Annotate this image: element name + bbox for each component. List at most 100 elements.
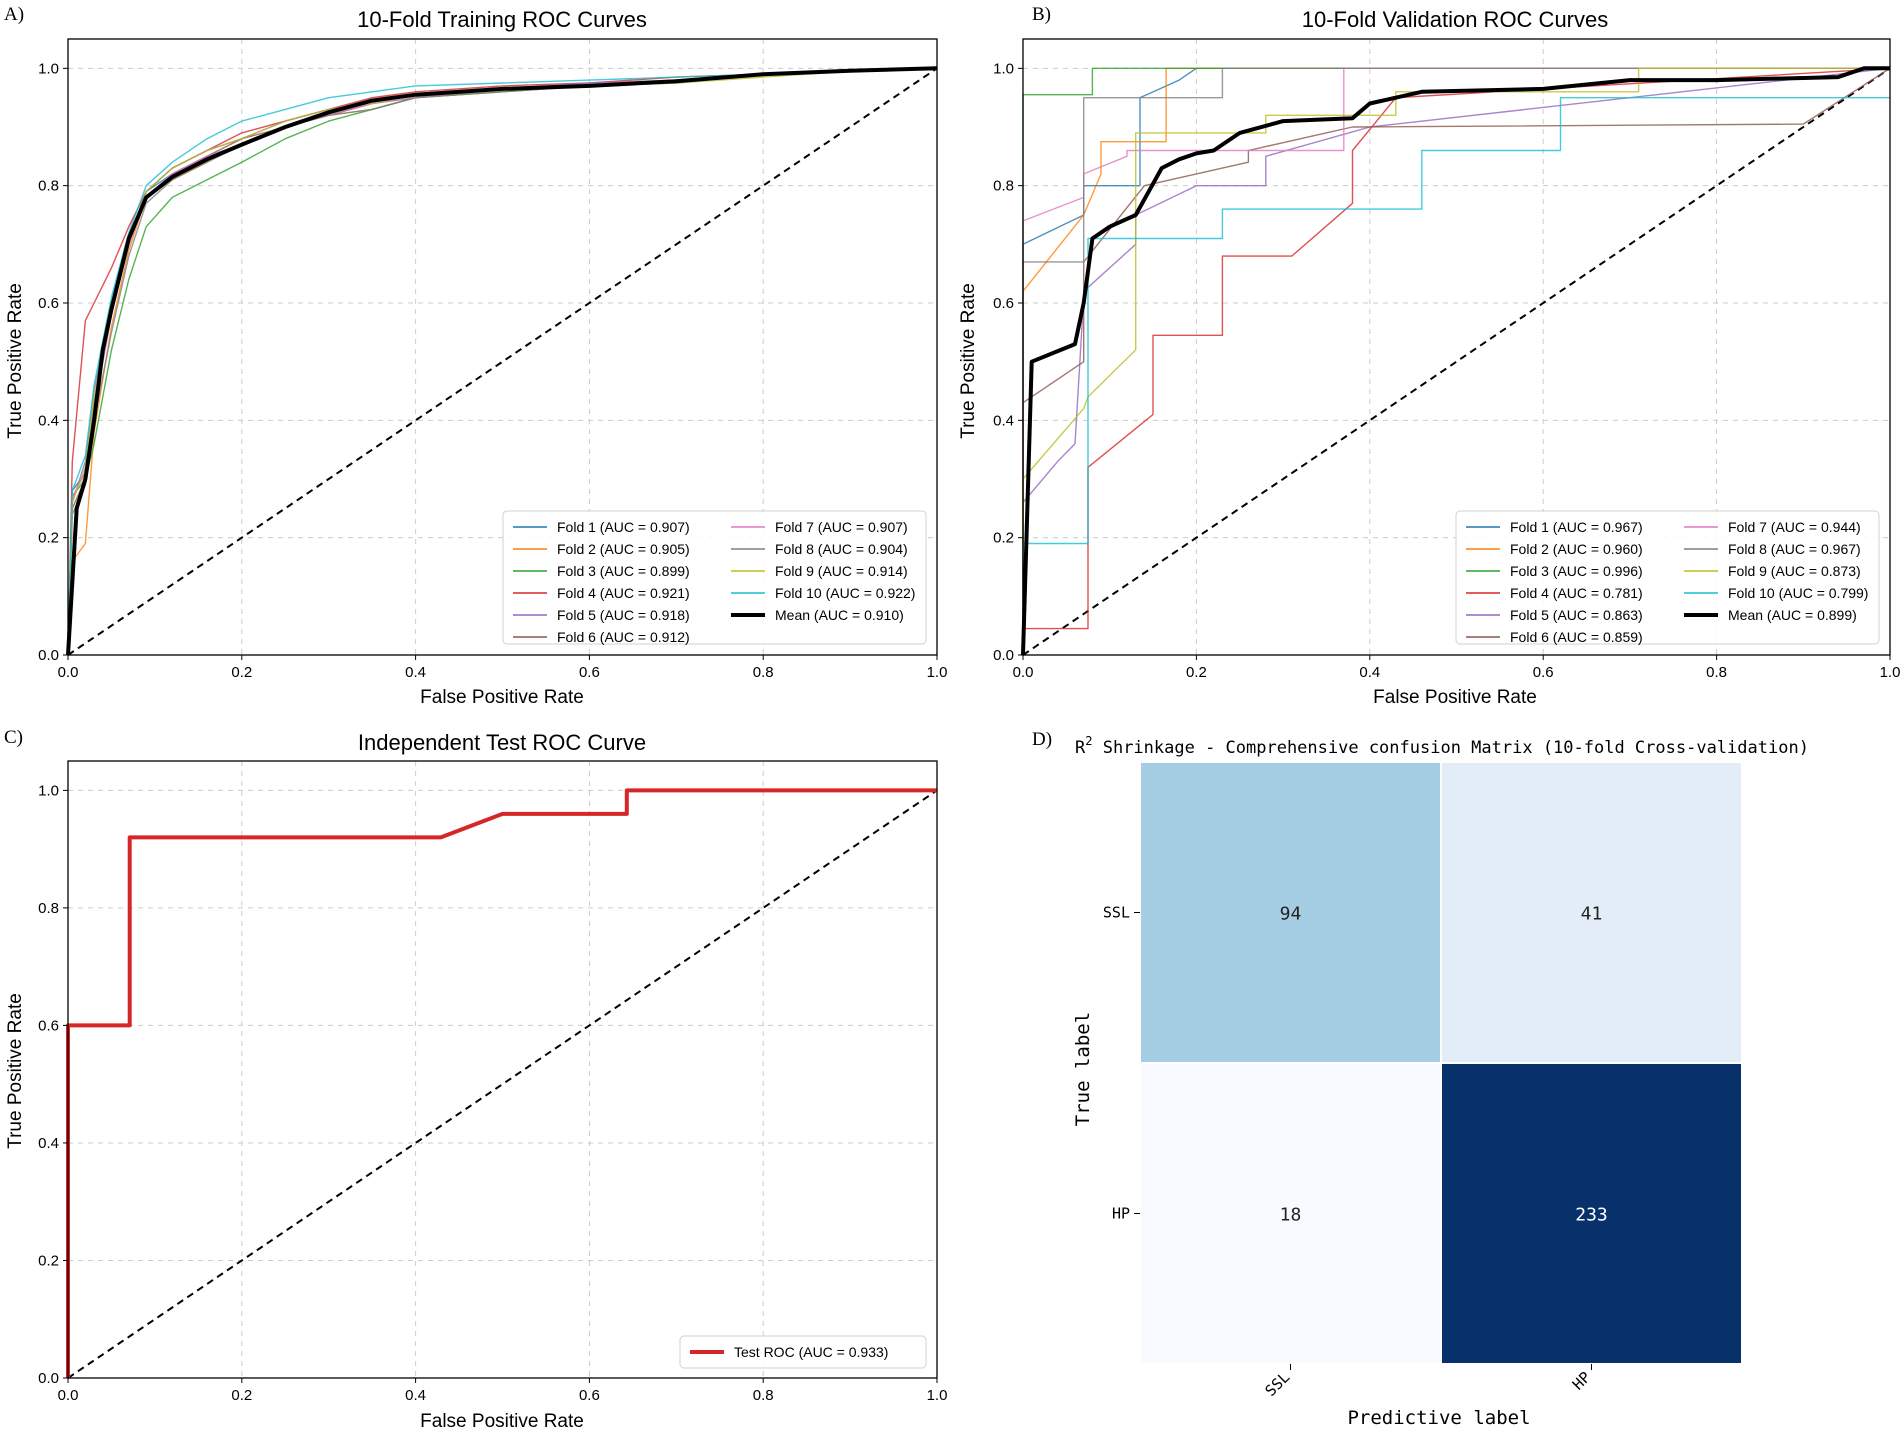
panel-c-frame — [67, 760, 938, 1379]
panel-d-ylabel: True label — [1072, 1012, 1094, 1126]
panel-a-series-fold-10 — [67, 67, 938, 656]
panel-b-legend-label-9: Fold 10 (AUC = 0.799) — [1728, 585, 1868, 601]
panel-b-ylabel: True Positive Rate — [958, 283, 979, 439]
panel-c-ytick-label-3: 0.6 — [38, 1017, 59, 1034]
panel-a-legend-label-9: Fold 10 (AUC = 0.922) — [775, 585, 915, 601]
panel-c-chance-line — [67, 789, 938, 1379]
panel-b-xtick-label-0: 0.0 — [1013, 664, 1034, 681]
panel-a-legend-label-10: Mean (AUC = 0.910) — [775, 607, 904, 623]
panel-c-xtick-label-1: 0.2 — [231, 1387, 252, 1404]
panel-b-letter: B) — [1032, 4, 1051, 25]
panel-b-legend-label-4: Fold 5 (AUC = 0.863) — [1510, 607, 1643, 623]
panel-c-ylabel: True Positive Rate — [5, 993, 26, 1149]
panel-d-cell-hp-hp — [1440, 1062, 1743, 1365]
panel-a-xtick-label-1: 0.2 — [231, 664, 252, 681]
panel-a-ylabel: True Positive Rate — [5, 283, 26, 439]
panel-a-letter: A) — [4, 4, 24, 25]
panel-d-cell-value-ssl-hp: 41 — [1581, 904, 1603, 925]
panel-b-series-fold-4 — [1022, 67, 1891, 655]
panel-b-legend-label-6: Fold 7 (AUC = 0.944) — [1728, 519, 1861, 535]
panel-c-ytick-label-5: 1.0 — [38, 782, 59, 799]
panel-a-xlabel: False Positive Rate — [420, 687, 584, 708]
panel-b-legend-label-2: Fold 3 (AUC = 0.996) — [1510, 563, 1643, 579]
panel-b-series-fold-6 — [1022, 67, 1891, 655]
panel-b-series-fold-10 — [1022, 97, 1890, 655]
panel-c-ytick-label-1: 0.2 — [38, 1252, 59, 1269]
panel-a-legend-label-8: Fold 9 (AUC = 0.914) — [775, 563, 908, 579]
panel-c-ytick-label-0: 0.0 — [38, 1370, 59, 1387]
panel-b-legend-label-5: Fold 6 (AUC = 0.859) — [1510, 629, 1643, 645]
panel-a-legend-label-6: Fold 7 (AUC = 0.907) — [775, 519, 908, 535]
panel-a-legend-label-7: Fold 8 (AUC = 0.904) — [775, 541, 908, 557]
panel-a-training-roc: A) 10-Fold Training ROC Curves False Pos… — [4, 4, 947, 708]
panel-b-ytick-label-1: 0.2 — [993, 530, 1014, 547]
panel-b-chance-line — [1022, 67, 1891, 656]
panel-b-legend-label-7: Fold 8 (AUC = 0.967) — [1728, 541, 1861, 557]
panel-a-frame — [67, 38, 938, 656]
panel-a-title: 10-Fold Training ROC Curves — [357, 7, 647, 32]
panel-b-series-fold-2 — [1022, 67, 1890, 655]
panel-a-legend: Fold 1 (AUC = 0.907) Fold 2 (AUC = 0.905)… — [502, 510, 927, 645]
panel-a-legend-label-3: Fold 4 (AUC = 0.921) — [557, 585, 690, 601]
panel-c-xtick-label-0: 0.0 — [58, 1387, 79, 1404]
panel-a-ytick-label-3: 0.6 — [38, 295, 59, 312]
panel-d-xlabel: Predictive label — [1347, 1407, 1530, 1429]
panel-b-xtick-label-2: 0.4 — [1359, 664, 1380, 681]
panel-d-cell-hp-ssl — [1139, 1062, 1442, 1365]
panel-d-cell-value-hp-hp: 233 — [1575, 1205, 1608, 1226]
panel-c-legend-label-0: Test ROC (AUC = 0.933) — [734, 1344, 888, 1360]
panel-b-ytick-label-4: 0.8 — [993, 178, 1014, 195]
panel-b-ytick-label-5: 1.0 — [993, 60, 1014, 77]
panel-a-legend-label-5: Fold 6 (AUC = 0.912) — [557, 629, 690, 645]
panel-a-xtick-label-5: 1.0 — [927, 664, 948, 681]
panel-b-series-fold-9 — [1022, 67, 1890, 655]
panel-a-ytick-label-0: 0.0 — [38, 647, 59, 664]
panel-b-title: 10-Fold Validation ROC Curves — [1302, 7, 1609, 32]
panel-b-series-fold-1 — [1022, 67, 1890, 655]
panel-c-xtick-label-4: 0.8 — [753, 1387, 774, 1404]
panel-b-legend-label-0: Fold 1 (AUC = 0.967) — [1510, 519, 1643, 535]
panel-c-xtick-label-5: 1.0 — [927, 1387, 948, 1404]
panel-a-legend-label-4: Fold 5 (AUC = 0.918) — [557, 607, 690, 623]
panel-b-legend: Fold 1 (AUC = 0.967) Fold 2 (AUC = 0.960)… — [1455, 510, 1880, 645]
panel-a-xtick-label-4: 0.8 — [753, 664, 774, 681]
panel-b-ytick-label-2: 0.4 — [993, 412, 1014, 429]
panel-c-legend: Test ROC (AUC = 0.933) — [679, 1335, 927, 1369]
panel-b-xtick-label-1: 0.2 — [1186, 664, 1207, 681]
panel-b-series-mean — [1021, 66, 1890, 656]
panel-a-legend-label-1: Fold 2 (AUC = 0.905) — [557, 541, 690, 557]
panel-b-xtick-label-4: 0.8 — [1706, 664, 1727, 681]
panel-b-validation-roc: B) 10-Fold Validation ROC Curves False P… — [958, 4, 1900, 708]
panel-d-row-label-hp: HP — [1112, 1205, 1130, 1223]
panel-c-ytick-label-4: 0.8 — [38, 900, 59, 917]
panel-d-cell-value-ssl-ssl: 94 — [1280, 904, 1302, 925]
panel-c-ytick-label-2: 0.4 — [38, 1135, 59, 1152]
panel-b-legend-label-8: Fold 9 (AUC = 0.873) — [1728, 563, 1861, 579]
panel-c-xtick-label-3: 0.6 — [579, 1387, 600, 1404]
panel-c-letter: C) — [4, 727, 23, 748]
panel-d-confusion-matrix: D) R2 Shrinkage - Comprehensive confusio… — [1032, 729, 1809, 1429]
panel-a-legend-label-2: Fold 3 (AUC = 0.899) — [557, 563, 690, 579]
panel-a-legend-label-0: Fold 1 (AUC = 0.907) — [557, 519, 690, 535]
panel-b-ytick-label-3: 0.6 — [993, 295, 1014, 312]
panel-a-ytick-label-2: 0.4 — [38, 412, 59, 429]
panel-a-legend-box — [502, 510, 927, 645]
panel-a-series-mean — [66, 66, 938, 656]
panel-c-series-test-roc — [66, 788, 937, 1378]
panel-b-legend-label-10: Mean (AUC = 0.899) — [1728, 607, 1857, 623]
panel-b-legend-label-3: Fold 4 (AUC = 0.781) — [1510, 585, 1643, 601]
panel-c-xlabel: False Positive Rate — [420, 1411, 584, 1430]
panel-b-xtick-label-5: 1.0 — [1880, 664, 1901, 681]
panel-b-legend-label-1: Fold 2 (AUC = 0.960) — [1510, 541, 1643, 557]
panel-b-xlabel: False Positive Rate — [1373, 687, 1537, 708]
panel-b-frame — [1022, 38, 1891, 656]
panel-a-xtick-label-2: 0.4 — [405, 664, 426, 681]
panel-a-chance-line — [67, 67, 938, 656]
panel-c-legend-box — [679, 1335, 927, 1369]
panel-b-ytick-label-0: 0.0 — [993, 647, 1014, 664]
panel-b-xtick-label-3: 0.6 — [1533, 664, 1554, 681]
panel-d-cell-value-hp-ssl: 18 — [1280, 1205, 1302, 1226]
panel-d-row-label-ssl: SSL — [1103, 904, 1130, 922]
panel-a-xtick-label-3: 0.6 — [579, 664, 600, 681]
